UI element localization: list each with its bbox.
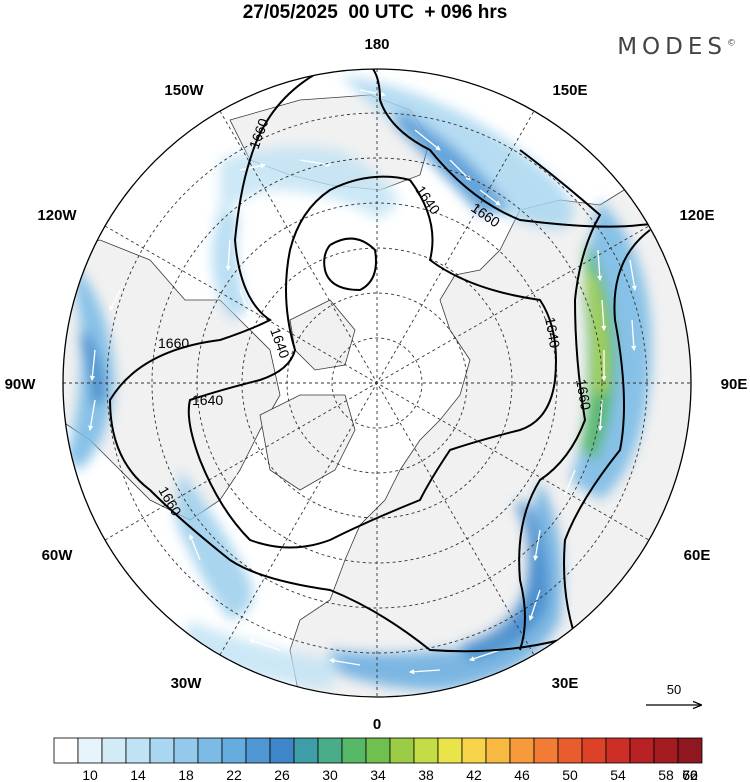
colorbar-swatch xyxy=(509,737,535,764)
colorbar-swatch xyxy=(101,737,127,764)
brand-logo: MODES© xyxy=(617,34,736,60)
lon-label-30e: 30E xyxy=(552,675,579,692)
colorbar-swatch xyxy=(629,737,655,764)
colorbar-swatch xyxy=(245,737,271,764)
contour-label: 1660 xyxy=(573,378,594,412)
colorbar-swatch xyxy=(413,737,439,764)
vector-key-label: 50 xyxy=(667,682,681,697)
colorbar-tick: 10 xyxy=(82,767,98,782)
colorbar-swatch xyxy=(77,737,103,764)
colorbar-swatch xyxy=(53,737,79,764)
colorbar-tick: 66 xyxy=(682,767,698,782)
greenland-land xyxy=(259,394,356,491)
colorbar-tick: 70 xyxy=(682,767,698,782)
contour-1640-small xyxy=(323,237,377,292)
lon-label-90e: 90E xyxy=(721,376,748,393)
colorbar-swatch xyxy=(197,737,223,764)
lon-label-60w: 60W xyxy=(42,547,74,564)
meridians xyxy=(63,69,691,697)
colorbar-tick: 46 xyxy=(514,767,530,782)
contour-label: 1640 xyxy=(542,316,563,350)
colorbar-swatch xyxy=(341,737,367,764)
colorbar-tick: 38 xyxy=(418,767,434,782)
contour-1640-inner xyxy=(187,175,557,549)
colorbar-swatch xyxy=(125,737,151,764)
colorbar-swatch xyxy=(293,737,319,764)
contour-1660-east xyxy=(518,149,602,651)
map-border xyxy=(62,68,692,698)
colorbar-tick: 42 xyxy=(466,767,482,782)
lon-label-150e: 150E xyxy=(552,82,587,99)
lon-label-90w: 90W xyxy=(5,376,37,393)
lon-label-120w: 120W xyxy=(37,207,77,224)
colorbar-swatch xyxy=(173,737,199,764)
colorbar-swatch xyxy=(149,737,175,764)
colorbar-swatch xyxy=(389,737,415,764)
colorbar-swatch xyxy=(461,737,487,764)
colorbar-swatch xyxy=(653,737,679,764)
geopotential-contours xyxy=(108,69,691,653)
colorbar-tick-labels: 10 14 18 22 26 30 34 38 42 46 50 54 58 6… xyxy=(82,767,698,782)
colorbar-swatch xyxy=(269,737,295,764)
colorbar-tick: 22 xyxy=(226,767,242,782)
colorbar-swatch xyxy=(533,737,559,764)
contour-label: 1640 xyxy=(192,392,223,408)
colorbar-swatch xyxy=(437,737,463,764)
contour-1660-outer xyxy=(108,69,691,653)
lon-label-180: 180 xyxy=(364,36,389,53)
longitude-labels: 180 150W 150E 120W 120E 90W 90E 60W 60E … xyxy=(5,36,748,733)
colorbar-swatch xyxy=(317,737,343,764)
colorbar-tick: 18 xyxy=(178,767,194,782)
copyright-mark: © xyxy=(727,38,736,49)
colorbar-swatch xyxy=(557,737,583,764)
contour-label: 1660 xyxy=(158,335,189,351)
lon-label-0: 0 xyxy=(373,716,381,733)
vector-key: 50 xyxy=(646,682,701,705)
lon-label-30w: 30W xyxy=(171,675,203,692)
colorbar-swatch xyxy=(581,737,607,764)
lon-label-150w: 150W xyxy=(164,82,204,99)
colorbar-swatch xyxy=(605,737,631,764)
colorbar-swatch xyxy=(221,737,247,764)
wind-vectors xyxy=(88,89,637,675)
map-title: 27/05/2025 00 UTC + 096 hrs xyxy=(242,2,508,23)
colorbar-tick: 62 xyxy=(682,767,698,782)
colorbar-tick: 26 xyxy=(274,767,290,782)
meridian-line xyxy=(219,110,535,656)
brand-name: MODES xyxy=(617,34,727,60)
lon-label-60e: 60E xyxy=(684,547,711,564)
contour-labels: 1660 1640 1660 1660 1640 1640 1660 1640 … xyxy=(155,116,594,519)
colorbar-tick: 14 xyxy=(130,767,146,782)
lon-label-120e: 120E xyxy=(679,207,714,224)
map-disk xyxy=(63,69,691,697)
colorbar-tick: 30 xyxy=(322,767,338,782)
colorbar-tick: 34 xyxy=(370,767,386,782)
colorbar-tick: 50 xyxy=(562,767,578,782)
colorbar xyxy=(53,737,703,764)
colorbar-swatch xyxy=(677,737,703,764)
colorbar-swatch xyxy=(485,737,511,764)
colorbar-tick: 54 xyxy=(610,767,626,782)
colorbar-tick: 58 xyxy=(658,767,674,782)
colorbar-swatch xyxy=(365,737,391,764)
